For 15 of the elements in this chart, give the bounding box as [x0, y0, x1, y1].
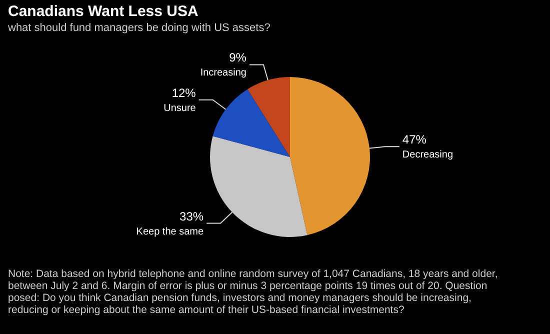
text: Note: Data based on hybrid telephone and online random survey of 1,047 Canadians, 18 years and older, between July 2 and 6. Margin of error is plus or minus 3 percentage points 19 times out of 20. Question posed: Do you think Canadian pension funds, investors and money managers should be increasing, reducing or keeping about the same amount of their US-based financial investments?: [8, 268, 499, 316]
slice-label: Decreasing: [402, 150, 454, 161]
pie-slice: [248, 77, 290, 157]
pie-slice: [212, 89, 290, 157]
slice-label: Unsure: [164, 102, 196, 114]
data-label: 47%: [402, 132, 427, 147]
data-label: 33%: [180, 209, 204, 224]
slice-label: Increasing: [200, 68, 246, 79]
pie-slice: [210, 136, 308, 237]
data-label: 12%: [172, 86, 196, 100]
pie-slice: [290, 77, 370, 236]
chart-title: Canadians Want Less USA: [8, 3, 198, 20]
slice-label: Keep the same: [136, 226, 204, 238]
chart-subtitle: what should fund managers be doing with US assets?: [8, 22, 270, 34]
data-label: 9%: [229, 50, 247, 65]
